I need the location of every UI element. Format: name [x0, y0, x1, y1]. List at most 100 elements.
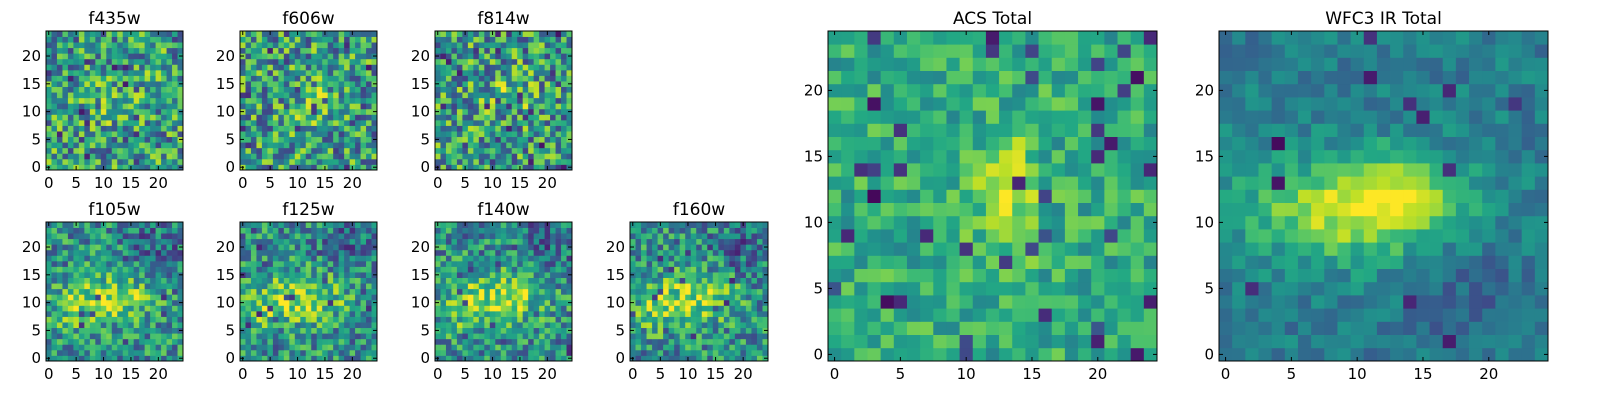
- y-tick-label: 20: [606, 238, 625, 256]
- heatmap-cell: [946, 189, 960, 203]
- heatmap-cell: [316, 277, 323, 284]
- heatmap-cell: [371, 233, 378, 240]
- heatmap-cell: [355, 344, 361, 351]
- heatmap-cell: [522, 42, 529, 49]
- heatmap-cell: [327, 249, 334, 256]
- heatmap-cell: [371, 238, 378, 245]
- heatmap-cell: [972, 255, 987, 269]
- heatmap-cell: [122, 355, 129, 362]
- heatmap-cell: [707, 244, 714, 251]
- heatmap-cell: [166, 266, 173, 273]
- heatmap-cell: [300, 164, 307, 171]
- heatmap-cell: [89, 288, 96, 295]
- heatmap-cell: [867, 334, 882, 349]
- heatmap-cell: [500, 349, 507, 356]
- heatmap-cell: [467, 136, 474, 143]
- heatmap-cell: [139, 36, 146, 43]
- heatmap-cell: [289, 260, 296, 267]
- heatmap-cell: [734, 316, 741, 323]
- heatmap-cell: [155, 283, 162, 290]
- heatmap-cell: [685, 277, 692, 284]
- heatmap-cell: [1104, 255, 1118, 269]
- heatmap-cell: [128, 108, 135, 115]
- heatmap-cell: [322, 153, 329, 160]
- heatmap-cell: [144, 75, 151, 82]
- panel-title: f814w: [477, 9, 529, 29]
- heatmap-cell: [561, 244, 567, 251]
- heatmap-cell: [272, 294, 279, 301]
- heatmap-cell: [462, 233, 469, 240]
- heatmap-cell: [300, 266, 307, 273]
- heatmap-cell: [283, 97, 290, 104]
- heatmap-cell: [128, 349, 135, 356]
- heatmap-cell: [566, 42, 573, 49]
- heatmap-cell: [946, 321, 960, 335]
- heatmap-cell: [1051, 347, 1066, 362]
- heatmap-cell: [657, 316, 664, 323]
- heatmap-cell: [740, 266, 747, 273]
- heatmap-cell: [283, 158, 290, 165]
- heatmap-cell: [555, 31, 562, 37]
- heatmap-cell: [256, 58, 263, 65]
- heatmap-cell: [478, 299, 485, 306]
- heatmap-cell: [467, 36, 474, 43]
- heatmap-cell: [478, 227, 485, 234]
- heatmap-cell: [511, 338, 518, 345]
- heatmap-cell: [278, 147, 285, 154]
- heatmap-cell: [462, 119, 469, 126]
- heatmap-cell: [272, 266, 279, 273]
- heatmap-cell: [122, 136, 129, 143]
- heatmap-cell: [294, 114, 301, 121]
- heatmap-cell: [261, 42, 268, 49]
- heatmap-cell: [685, 227, 692, 234]
- x-tick-label: 20: [149, 365, 168, 383]
- heatmap-cell: [734, 272, 741, 278]
- heatmap-cell: [663, 249, 670, 256]
- heatmap-cell: [305, 260, 312, 267]
- heatmap-cell: [62, 288, 69, 295]
- heatmap-cell: [360, 266, 367, 273]
- x-tick-label: 0: [44, 365, 54, 383]
- heatmap-cell: [566, 338, 573, 345]
- heatmap-cell: [322, 327, 329, 334]
- heatmap-cell: [828, 295, 842, 309]
- heatmap-cell: [117, 114, 124, 121]
- heatmap-cell: [327, 158, 334, 165]
- heatmap-cell: [283, 327, 290, 334]
- heatmap-cell: [462, 227, 469, 234]
- heatmap-cell: [674, 260, 681, 267]
- heatmap-cell: [528, 338, 535, 345]
- heatmap-cell: [51, 222, 58, 228]
- heatmap-cell: [100, 305, 107, 312]
- heatmap-cell: [311, 31, 318, 37]
- heatmap-cell: [84, 42, 91, 49]
- heatmap-cell: [511, 227, 518, 234]
- heatmap-cell: [289, 233, 296, 240]
- heatmap-cell: [166, 31, 173, 37]
- heatmap-cell: [261, 86, 268, 93]
- heatmap-cell: [745, 322, 752, 329]
- heatmap-cell: [161, 277, 167, 284]
- heatmap-cell: [555, 164, 562, 171]
- heatmap-cell: [456, 322, 463, 329]
- heatmap-cell: [522, 114, 529, 121]
- heatmap-cell: [166, 349, 173, 356]
- heatmap-cell: [729, 277, 736, 284]
- heatmap-cell: [484, 64, 491, 71]
- heatmap-cell: [511, 322, 518, 329]
- heatmap-cell: [511, 310, 518, 317]
- heatmap-cell: [371, 322, 378, 329]
- heatmap-cell: [729, 344, 736, 351]
- heatmap-cell: [73, 131, 80, 138]
- heatmap-cell: [435, 158, 441, 165]
- heatmap-cell: [550, 233, 556, 240]
- heatmap-cell: [718, 299, 725, 306]
- heatmap-cell: [550, 103, 556, 110]
- heatmap-cell: [445, 310, 452, 317]
- heatmap-cell: [440, 255, 447, 262]
- heatmap-cell: [250, 333, 257, 340]
- heatmap-cell: [289, 355, 296, 362]
- heatmap-cell: [467, 288, 474, 295]
- heatmap-cell: [841, 321, 855, 335]
- heatmap-cell: [144, 238, 151, 245]
